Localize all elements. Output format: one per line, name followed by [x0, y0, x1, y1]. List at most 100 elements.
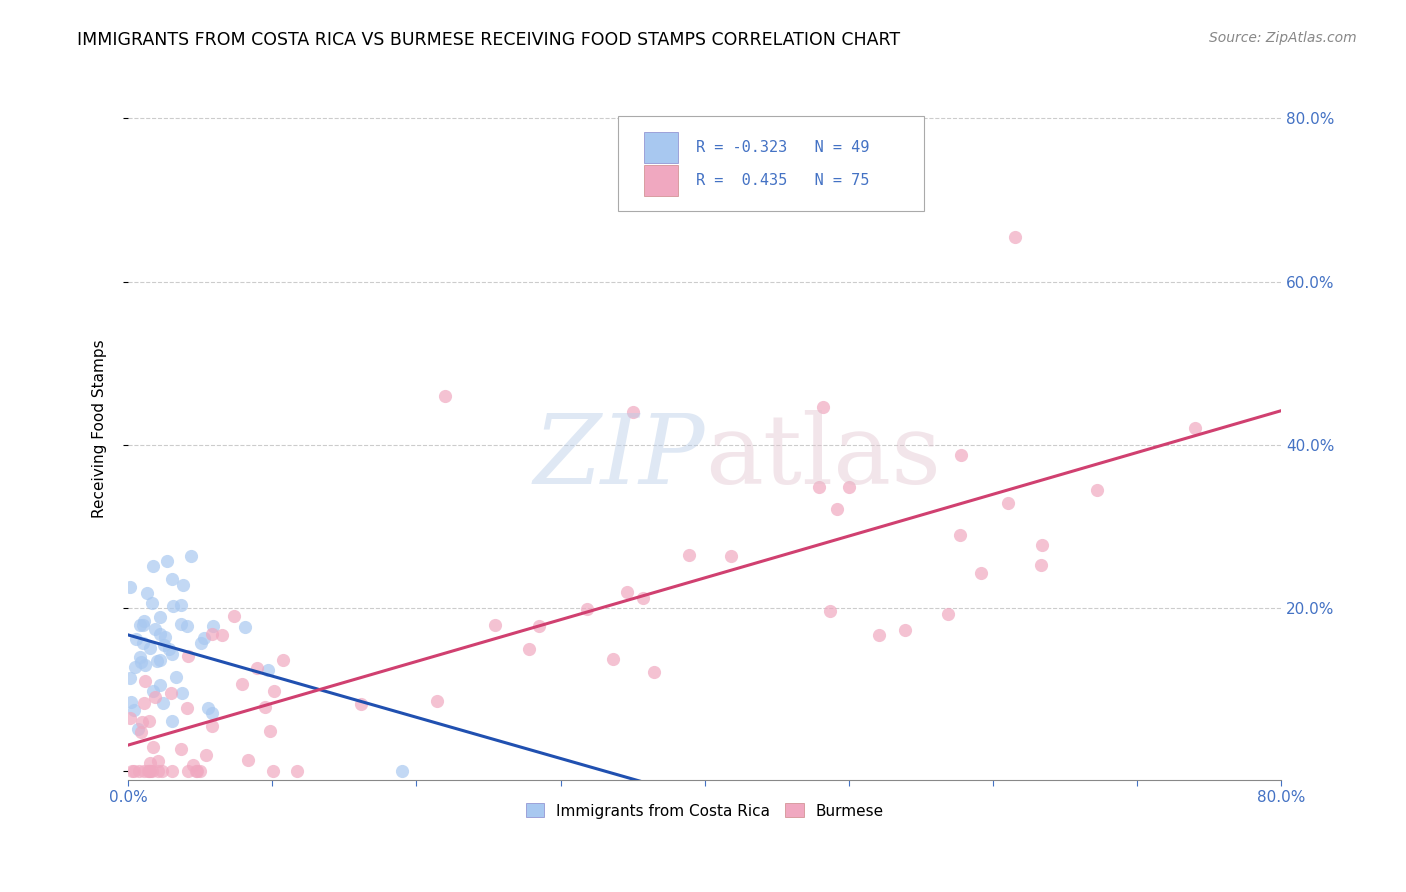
Point: [127, 723, 149, 737]
Point: [188, 764, 211, 778]
Point: [122, 703, 145, 717]
Point: [233, 619, 256, 633]
Point: [184, 764, 207, 778]
Point: [1031, 558, 1053, 573]
Point: [176, 700, 198, 714]
Point: [190, 636, 212, 650]
Point: [138, 764, 160, 778]
Point: [997, 496, 1019, 510]
Point: [172, 578, 194, 592]
Point: [170, 742, 193, 756]
Point: [170, 599, 193, 613]
Point: [149, 627, 172, 641]
Point: [1085, 483, 1108, 497]
Point: [201, 619, 224, 633]
Point: [391, 764, 413, 778]
Point: [142, 740, 165, 755]
Point: [142, 684, 165, 698]
Point: [231, 677, 253, 691]
Point: [157, 642, 180, 657]
Text: R =  0.435   N = 75: R = 0.435 N = 75: [696, 173, 869, 188]
Point: [136, 764, 159, 778]
Point: [820, 604, 842, 618]
Point: [172, 686, 194, 700]
Point: [146, 755, 169, 769]
Point: [129, 725, 152, 739]
Point: [224, 609, 246, 624]
Point: [153, 638, 176, 652]
Point: [139, 756, 162, 770]
Point: [134, 673, 156, 688]
Point: [813, 400, 835, 414]
Point: [949, 528, 972, 542]
Point: [256, 663, 278, 677]
Point: [124, 660, 146, 674]
Point: [120, 695, 142, 709]
Point: [193, 631, 215, 645]
Y-axis label: Receiving Food Stamps: Receiving Food Stamps: [93, 339, 107, 518]
Point: [122, 764, 145, 778]
Point: [136, 586, 159, 600]
Point: [1031, 538, 1053, 552]
Point: [176, 619, 198, 633]
Point: [720, 549, 742, 563]
Point: [201, 719, 224, 733]
Point: [155, 630, 177, 644]
Point: [177, 764, 200, 778]
Point: [186, 764, 208, 778]
FancyBboxPatch shape: [619, 116, 924, 211]
Point: [131, 715, 153, 730]
Point: [132, 614, 155, 628]
Point: [143, 622, 166, 636]
Point: [160, 572, 183, 586]
Point: [156, 554, 179, 568]
Point: [894, 624, 917, 638]
Point: [128, 618, 150, 632]
Point: [285, 764, 308, 778]
Point: [180, 549, 202, 563]
Point: [807, 480, 830, 494]
Point: [201, 706, 224, 720]
Point: [484, 618, 506, 632]
Point: [162, 599, 184, 614]
Point: [211, 627, 233, 641]
Point: [145, 654, 167, 668]
Point: [576, 602, 599, 616]
Point: [128, 649, 150, 664]
Point: [246, 661, 269, 675]
Point: [602, 652, 624, 666]
Point: [128, 764, 150, 778]
Point: [132, 696, 155, 710]
Point: [160, 686, 183, 700]
Point: [170, 616, 193, 631]
Point: [938, 607, 960, 621]
Bar: [644, 132, 678, 163]
Point: [142, 559, 165, 574]
Point: [141, 764, 163, 778]
Point: [527, 619, 550, 633]
Point: [176, 648, 198, 663]
Point: [149, 652, 172, 666]
Point: [621, 405, 644, 419]
Point: [868, 628, 890, 642]
Point: [152, 696, 174, 710]
Point: [434, 389, 457, 403]
Point: [197, 700, 219, 714]
Point: [1004, 229, 1026, 244]
Point: [132, 617, 155, 632]
Point: [121, 764, 143, 778]
Point: [139, 640, 162, 655]
Point: [134, 657, 156, 672]
Point: [350, 697, 373, 711]
Point: [165, 670, 187, 684]
Text: ZIP: ZIP: [533, 409, 704, 504]
Point: [949, 449, 972, 463]
Point: [138, 764, 160, 778]
Point: [146, 764, 169, 778]
Point: [141, 596, 163, 610]
Point: [195, 748, 218, 763]
Point: [426, 694, 449, 708]
Point: [138, 714, 160, 729]
Point: [160, 764, 183, 778]
Point: [838, 480, 860, 494]
